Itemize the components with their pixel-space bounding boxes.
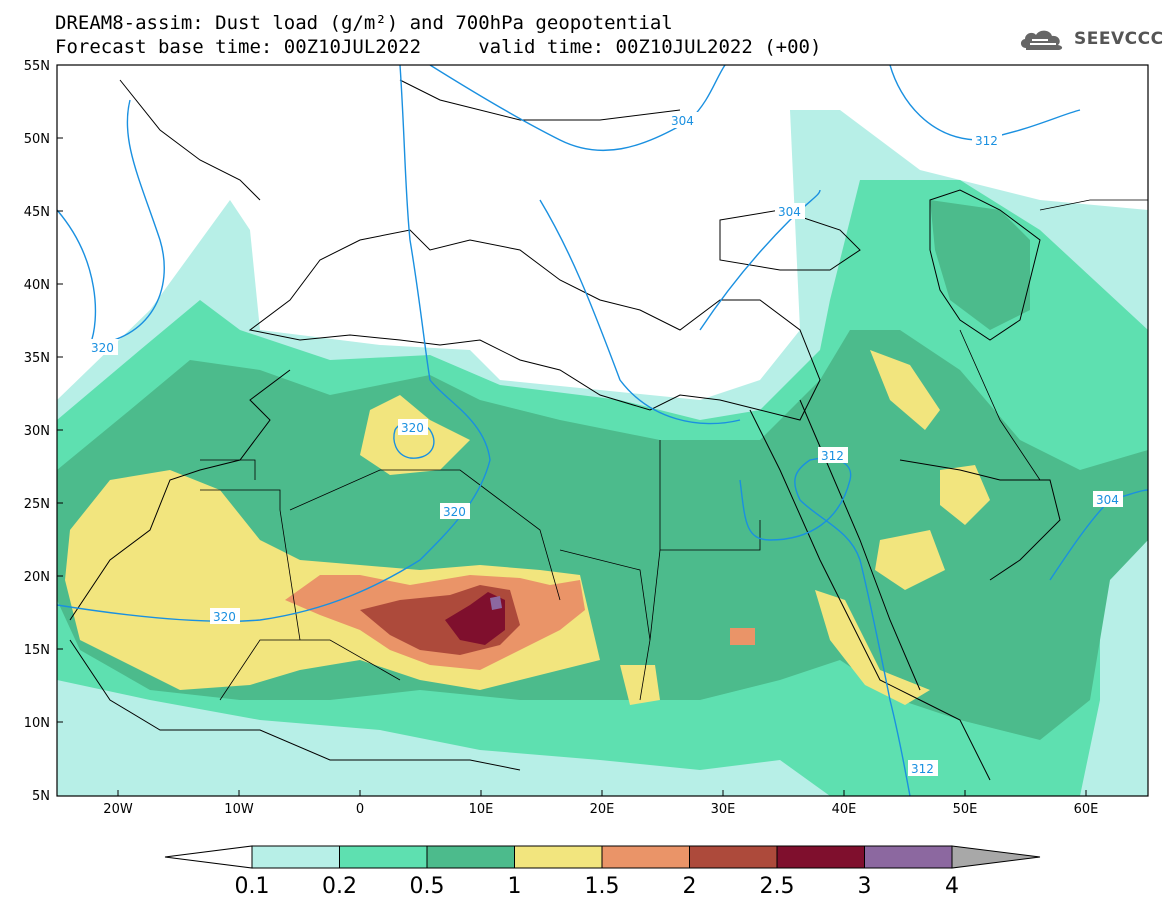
- dust-level-1-d: [940, 465, 990, 525]
- svg-text:304: 304: [1096, 493, 1119, 507]
- country-borders: [200, 199, 1148, 701]
- contour-labels: 320 320 320 320 304 304 312 312 312 304: [88, 112, 1123, 776]
- lat-label: 40N: [24, 278, 50, 293]
- colorbar-label: 2: [683, 874, 697, 899]
- lat-label: 25N: [24, 497, 50, 512]
- contour-320-west: [57, 99, 165, 346]
- contour-label: 304: [668, 112, 698, 128]
- lon-label: 10E: [469, 802, 494, 817]
- dust-field: [57, 65, 1148, 796]
- contour-label: 320: [398, 419, 428, 435]
- colorbar-label: 4: [945, 874, 959, 899]
- lat-label: 10N: [24, 716, 50, 731]
- contour-label: 304: [775, 203, 805, 219]
- lon-label: 0: [356, 802, 364, 817]
- contour-label: 312: [908, 760, 938, 776]
- svg-text:320: 320: [443, 505, 466, 519]
- dust-level-1.5-b: [730, 628, 755, 645]
- dust-level-0.5-east: [930, 200, 1030, 330]
- colorbar-label: 0.5: [410, 874, 445, 899]
- contour-label: 320: [88, 339, 118, 355]
- lon-label: 40E: [832, 802, 857, 817]
- contour-label: 320: [210, 608, 240, 624]
- lat-label: 15N: [24, 643, 50, 658]
- colorbar-label: 2.5: [760, 874, 795, 899]
- colorbar-box: [339, 845, 428, 869]
- latitude-labels: 55N 50N 45N 40N 35N 30N 25N 20N 15N 10N …: [24, 59, 50, 804]
- colorbar-box: [776, 845, 865, 869]
- lat-label: 55N: [24, 59, 50, 74]
- contour-304-b: [539, 199, 741, 425]
- colorbar-right-arrow: [951, 845, 1041, 869]
- svg-text:320: 320: [213, 610, 236, 624]
- lon-label: 60E: [1074, 802, 1099, 817]
- coastlines: [69, 79, 1061, 781]
- colorbar-label: 0.2: [322, 874, 357, 899]
- lon-label: 20W: [103, 802, 133, 817]
- lon-label: 30E: [711, 802, 736, 817]
- dust-level-3: [490, 596, 502, 610]
- contour-304-c: [699, 189, 821, 331]
- cloud-icon: [1020, 30, 1063, 50]
- colorbar-boxes: [251, 845, 953, 869]
- contour-label: 304: [1093, 491, 1123, 507]
- colorbar-box: [426, 845, 515, 869]
- colorbar-box: [601, 845, 690, 869]
- lat-label: 5N: [32, 789, 50, 804]
- lat-label: 20N: [24, 570, 50, 585]
- lat-label: 35N: [24, 351, 50, 366]
- axis-ticks: [57, 64, 1087, 796]
- svg-text:320: 320: [401, 421, 424, 435]
- lat-label: 30N: [24, 424, 50, 439]
- contour-304: [429, 65, 726, 152]
- colorbar-label: 1: [508, 874, 522, 899]
- svg-text:312: 312: [975, 134, 998, 148]
- svg-text:312: 312: [911, 762, 934, 776]
- contour-label: 312: [818, 447, 848, 463]
- dust-level-1-f: [815, 590, 930, 705]
- logo-text: SEEVCCC: [1074, 29, 1164, 49]
- title-line-1: DREAM8-assim: Dust load (g/m²) and 700hP…: [55, 12, 673, 34]
- dust-level-1-c: [870, 350, 940, 430]
- colorbar-box: [514, 845, 603, 869]
- colorbar-box: [689, 845, 778, 869]
- seevccc-logo: SEEVCCC: [1018, 26, 1164, 52]
- dust-level-1-e: [875, 530, 945, 590]
- longitude-labels: 20W 10W 0 10E 20E 30E 40E 50E 60E: [103, 802, 1098, 817]
- contour-label: 312: [972, 132, 1002, 148]
- svg-text:320: 320: [91, 341, 114, 355]
- contour-312-mid: [739, 457, 911, 796]
- colorbar-label: 1.5: [585, 874, 620, 899]
- lon-label: 50E: [953, 802, 978, 817]
- colorbar-label: 0.1: [235, 874, 270, 899]
- lat-label: 50N: [24, 132, 50, 147]
- svg-text:304: 304: [778, 205, 801, 219]
- colorbar-left-arrow: [164, 845, 253, 869]
- lat-label: 45N: [24, 205, 50, 220]
- colorbar-labels: 0.1 0.2 0.5 1 1.5 2 2.5 3 4: [235, 874, 960, 899]
- colorbar-box: [864, 845, 953, 869]
- title-line-2: Forecast base time: 00Z10JUL2022 valid t…: [55, 36, 822, 58]
- contour-320-main: [57, 65, 491, 623]
- contour-label: 320: [440, 503, 470, 519]
- lon-label: 10W: [224, 802, 254, 817]
- svg-text:304: 304: [671, 114, 694, 128]
- lon-label: 20E: [590, 802, 615, 817]
- svg-text:312: 312: [821, 449, 844, 463]
- colorbar-box: [251, 845, 340, 869]
- dust-level-1-g: [620, 665, 660, 705]
- colorbar-label: 3: [858, 874, 872, 899]
- dust-level-2.5: [445, 592, 505, 645]
